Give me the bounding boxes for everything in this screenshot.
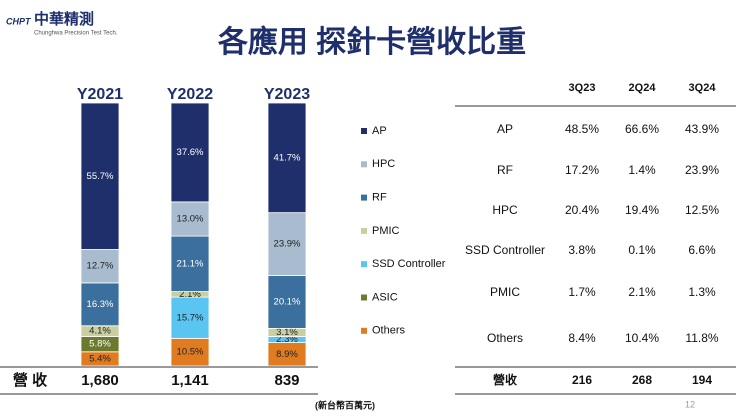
bar-segment [170,201,210,237]
legend-label: RF [372,192,387,204]
table-footer: 營收 [493,372,517,387]
table-header: 3Q23 [569,82,596,94]
table-cell: 12.5% [685,203,719,217]
table-row-label: AP [497,122,513,136]
table-row-label: HPC [492,203,518,217]
bar-segment [267,102,307,214]
table-cell: 3.8% [568,243,596,257]
bar-segment [170,296,210,339]
bar-segment [170,235,210,292]
x-category-label: Y2022 [167,86,213,103]
value-label: 41.7% [274,152,301,163]
table-row-label: PMIC [490,285,520,299]
table-cell: 19.4% [625,203,659,217]
bar-segment [170,102,210,203]
table-footer: 268 [632,373,652,387]
table-cell: 17.2% [565,163,599,177]
value-label: 15.7% [177,312,204,323]
legend-label: SSD Controller [372,258,446,270]
bar-segment [170,337,210,367]
value-label: 23.9% [274,239,301,250]
table-cell: 2.1% [628,285,656,299]
x-category-label: Y2023 [264,86,310,103]
page-number: 12 [685,399,695,409]
table-cell: 48.5% [565,122,599,136]
value-label: 21.1% [177,258,204,269]
table-cell: 1.3% [688,285,716,299]
legend-swatch [361,227,367,234]
table-footer: 194 [692,373,712,387]
table-cell: 1.7% [568,285,596,299]
value-label: 20.1% [274,296,301,307]
table-row-label: RF [497,163,513,177]
logo-mark: CHPT [6,16,32,26]
legend-swatch [361,294,367,301]
bar-segment [80,102,120,250]
value-label: 5.4% [89,353,111,364]
legend-swatch [361,194,367,201]
table-cell: 6.6% [688,243,716,257]
revenue-value: 1,141 [171,372,209,389]
revenue-label: 營 收 [13,371,47,389]
legend-label: PMIC [372,225,400,237]
logo-subtitle: Chunghwa Precision Test Tech. [34,31,118,37]
unit-note: (新台幣百萬元) [315,399,375,410]
value-label: 2.1% [179,289,201,300]
value-label: 12.7% [87,261,114,272]
table-header: 3Q24 [689,82,717,94]
table-footer: 216 [572,373,592,387]
x-category-label: Y2021 [77,86,123,103]
legend-swatch [361,128,367,134]
value-label: 5.8% [89,339,111,350]
revenue-value: 1,680 [81,372,119,389]
value-label: 10.5% [177,347,204,358]
slide-title: 各應用 探針卡營收比重 [217,25,526,59]
table-row-label: Others [487,331,523,345]
table-cell: 43.9% [685,122,719,136]
value-label: 4.1% [89,326,111,337]
value-label: 13.0% [177,213,204,224]
logo-name: 中華精測 [34,10,94,28]
bar-segment [267,212,307,276]
table-cell: 66.6% [625,122,659,136]
legend-label: HPC [372,158,395,170]
table-cell: 11.8% [685,331,718,345]
table-header: 2Q24 [629,82,657,94]
value-label: 8.9% [276,349,298,360]
table-cell: 10.4% [625,331,659,345]
legend-swatch [361,161,367,168]
value-label: 3.1% [276,327,298,338]
value-label: 16.3% [87,299,114,310]
table-cell: 0.1% [628,243,656,257]
bar-segment [267,275,307,329]
table-cell: 23.9% [685,163,719,177]
legend-swatch [361,261,367,268]
bar-segment [80,282,120,327]
value-label: 55.7% [87,171,114,182]
legend-label: ASIC [372,291,398,303]
bar-segment [80,249,120,284]
table-cell: 1.4% [628,163,656,177]
legend-label: Others [372,325,406,337]
value-label: 2.3% [276,334,298,345]
table-cell: 8.4% [568,331,596,345]
value-label: 37.6% [177,147,204,158]
legend-swatch [361,327,367,334]
table-cell: 20.4% [565,203,599,217]
revenue-value: 839 [274,372,299,389]
legend-label: AP [372,125,387,137]
table-row-label: SSD Controller [465,243,545,257]
